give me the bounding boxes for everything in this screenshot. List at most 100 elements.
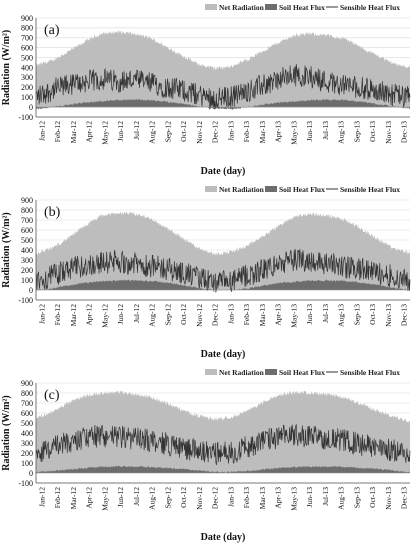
legend-label: Soil Heat Flux [279, 368, 325, 377]
legend-swatch [265, 369, 277, 375]
legend: Net Radiation Soil Heat Flux Sensible Heat… [205, 185, 400, 194]
x-tick-label: Aug-13 [337, 304, 346, 327]
y-axis-title: Radiation (W/m²) [1, 395, 12, 471]
legend-label: Soil Heat Flux [279, 185, 325, 194]
y-tick-label: 400 [21, 63, 33, 72]
x-tick-label: Jan-12 [38, 487, 47, 507]
panel-label: (b) [44, 205, 61, 220]
y-tick-label: 200 [21, 266, 33, 275]
y-tick-label: 0 [29, 103, 33, 112]
y-tick-label: -100 [18, 113, 33, 122]
x-tick-label: Jun-13 [305, 487, 314, 508]
panel-label: (a) [44, 23, 60, 38]
x-tick-label: Apr-13 [274, 121, 283, 143]
y-tick-label: 0 [29, 286, 33, 295]
x-tick-label: May-12 [100, 121, 109, 145]
x-tick-label: Mar-12 [69, 121, 78, 144]
y-tick-label: 900 [21, 379, 33, 388]
y-tick-label: 500 [21, 419, 33, 428]
y-tick-label: 600 [21, 409, 33, 418]
x-tick-label: Apr-13 [274, 487, 283, 509]
y-axis-title: Radiation (W/m²) [1, 212, 12, 288]
legend-swatch [265, 186, 277, 192]
x-tick-label: Nov-13 [384, 487, 393, 510]
legend: Net Radiation Soil Heat Flux Sensible Heat… [205, 368, 400, 377]
x-tick-label: Mar-13 [258, 121, 267, 144]
x-tick-label: Dec-12 [211, 121, 220, 143]
x-tick-label: Feb-13 [242, 304, 251, 325]
x-tick-label: May-13 [289, 487, 298, 511]
y-tick-label: 600 [21, 226, 33, 235]
x-tick-label: Feb-12 [53, 304, 62, 325]
y-tick-label: 500 [21, 53, 33, 62]
x-tick-label: Sep-12 [163, 487, 172, 508]
legend-swatch [265, 4, 277, 10]
x-tick-label: Sep-13 [352, 121, 361, 142]
x-tick-label: Jul-12 [132, 304, 141, 323]
y-tick-label: 800 [21, 206, 33, 215]
y-tick-label: 0 [29, 469, 33, 478]
x-tick-label: Mar-13 [258, 487, 267, 510]
x-tick-label: Jun-13 [305, 304, 314, 325]
series-area-net-radiation [36, 30, 410, 108]
y-tick-label: 900 [21, 196, 33, 205]
x-tick-label: Jun-12 [116, 487, 125, 508]
y-tick-label: -100 [18, 479, 33, 488]
legend-label: Net Radiation [219, 185, 265, 194]
legend-swatch [205, 186, 217, 192]
x-tick-label: Dec-13 [400, 487, 409, 509]
x-tick-label: Nov-13 [384, 304, 393, 327]
x-axis-title: Date (day) [201, 166, 246, 177]
y-tick-label: 100 [21, 93, 33, 102]
legend-label: Sensible Heat Flux [340, 3, 400, 12]
legend-swatch [205, 4, 217, 10]
y-tick-label: -100 [18, 296, 33, 305]
x-tick-label: Mar-12 [69, 487, 78, 510]
legend-label: Net Radiation [219, 368, 265, 377]
x-tick-label: Jul-12 [132, 121, 141, 140]
x-tick-label: May-12 [100, 304, 109, 328]
legend-label: Sensible Heat Flux [340, 185, 400, 194]
x-tick-label: Mar-13 [258, 304, 267, 327]
x-tick-label: Dec-12 [211, 487, 220, 509]
x-tick-label: Jun-12 [116, 304, 125, 325]
x-tick-label: Feb-13 [242, 121, 251, 142]
x-tick-label: Jan-13 [226, 487, 235, 507]
x-tick-label: Jun-12 [116, 121, 125, 142]
x-tick-label: Nov-12 [195, 121, 204, 144]
x-axis-title: Date (day) [201, 349, 246, 360]
x-tick-label: Nov-13 [384, 121, 393, 144]
panel-label: (c) [44, 388, 60, 403]
x-tick-label: Nov-12 [195, 304, 204, 327]
x-tick-label: Jul-13 [321, 304, 330, 323]
y-tick-label: 700 [21, 34, 33, 43]
y-tick-label: 100 [21, 276, 33, 285]
y-tick-label: 600 [21, 44, 33, 53]
x-tick-label: Aug-13 [337, 121, 346, 144]
x-tick-label: Apr-12 [85, 487, 94, 509]
x-tick-label: Jun-13 [305, 121, 314, 142]
x-tick-label: Feb-12 [53, 487, 62, 508]
series-line-sensible-heat-flux [35, 64, 411, 110]
y-tick-label: 300 [21, 256, 33, 265]
x-tick-label: Jan-12 [38, 304, 47, 324]
x-tick-label: Jul-13 [321, 121, 330, 140]
series-area-soil-heat-flux [36, 279, 410, 291]
x-tick-label: Apr-13 [274, 304, 283, 326]
series-area-net-radiation [36, 390, 410, 473]
y-tick-label: 800 [21, 24, 33, 33]
y-tick-label: 500 [21, 236, 33, 245]
x-tick-label: Dec-13 [400, 121, 409, 143]
x-tick-label: Jul-13 [321, 487, 330, 506]
y-tick-label: 300 [21, 73, 33, 82]
x-tick-label: Aug-12 [148, 487, 157, 510]
x-tick-label: Aug-12 [148, 121, 157, 144]
y-tick-label: 200 [21, 83, 33, 92]
x-tick-label: Apr-12 [85, 121, 94, 143]
legend-label: Net Radiation [219, 3, 265, 12]
x-tick-label: Feb-13 [242, 487, 251, 508]
x-tick-label: Jan-13 [226, 121, 235, 141]
x-tick-label: Aug-12 [148, 304, 157, 327]
x-tick-label: Oct-12 [179, 304, 188, 325]
